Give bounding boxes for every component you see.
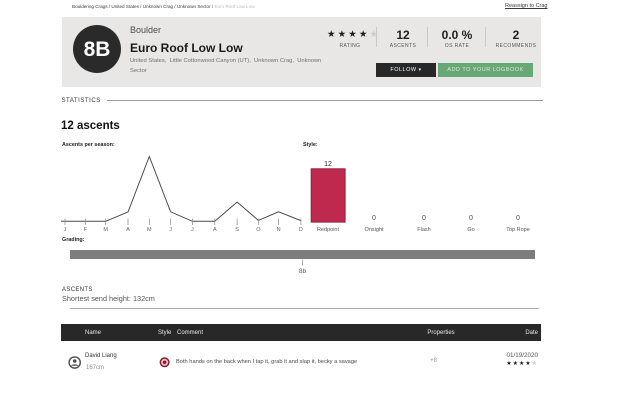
svg-text:0: 0 — [516, 215, 520, 222]
svg-text:Go: Go — [467, 227, 474, 233]
svg-text:Top Rope: Top Rope — [506, 227, 530, 233]
svg-text:0: 0 — [372, 215, 376, 222]
svg-text:M: M — [147, 227, 152, 233]
svg-text:0: 0 — [469, 215, 473, 222]
svg-text:O: O — [256, 227, 261, 233]
svg-text:Onsight: Onsight — [365, 227, 384, 233]
svg-text:J: J — [191, 227, 194, 233]
svg-text:J: J — [169, 227, 172, 233]
svg-text:S: S — [235, 227, 239, 233]
svg-text:N: N — [277, 227, 281, 233]
svg-text:J: J — [64, 227, 67, 233]
svg-text:Redpoint: Redpoint — [317, 227, 339, 233]
svg-text:F: F — [84, 227, 88, 233]
svg-text:M: M — [103, 227, 108, 233]
svg-text:8b: 8b — [299, 268, 307, 275]
svg-text:D: D — [299, 227, 303, 233]
svg-text:Flash: Flash — [417, 227, 430, 233]
svg-text:A: A — [126, 227, 130, 233]
svg-text:12: 12 — [324, 161, 332, 168]
svg-text:0: 0 — [422, 215, 426, 222]
svg-text:A: A — [213, 227, 217, 233]
